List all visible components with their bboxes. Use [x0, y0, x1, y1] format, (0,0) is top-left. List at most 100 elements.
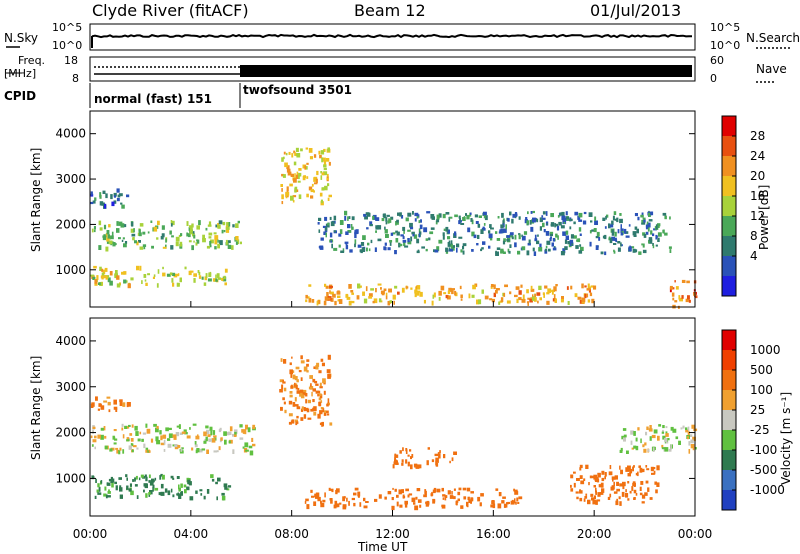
velocity-cell-7 — [672, 428, 677, 433]
velocity-cell-0 — [244, 429, 247, 435]
power-cell-0 — [93, 229, 96, 233]
power-cell-5 — [521, 235, 526, 241]
velocity-cell-6 — [612, 478, 614, 482]
power-cell-4 — [546, 300, 550, 305]
velocity-cell-5 — [392, 464, 395, 469]
power-cell-4 — [365, 286, 368, 292]
velocity-cell-3 — [295, 421, 299, 424]
velocity-cell-4 — [315, 496, 319, 499]
velocity-cell-6 — [650, 466, 654, 472]
power-cell-5 — [488, 233, 493, 239]
velocity-cell-0 — [90, 435, 93, 439]
velocity-cell-6 — [609, 465, 612, 470]
power-cell-0 — [130, 228, 135, 233]
date-title: 01/Jul/2013 — [590, 1, 681, 20]
velocity-cell-6 — [589, 475, 593, 479]
velocity-cell-1 — [110, 479, 114, 483]
power-cell-5 — [354, 243, 356, 248]
power-cell-4 — [455, 292, 458, 297]
velocity-cell-4 — [324, 492, 326, 498]
power-cell-4 — [329, 285, 333, 288]
power-cell-5 — [363, 213, 367, 217]
velocity-cell-6 — [595, 487, 597, 493]
velocity-cell-4 — [353, 502, 356, 507]
velocity-cell-1 — [160, 491, 165, 496]
velocity-cell-0 — [225, 432, 230, 436]
velocity-cell-6 — [599, 492, 604, 495]
power-cell-5 — [333, 247, 338, 251]
power-cell-3 — [316, 170, 319, 176]
power-cell-5 — [458, 220, 461, 225]
velocity-cell-7 — [633, 431, 636, 436]
velocity-cell-4 — [430, 494, 433, 497]
power-cell-3 — [323, 160, 327, 165]
power-cell-5 — [549, 233, 553, 237]
power-cell-5 — [375, 230, 377, 233]
power-cell-5 — [442, 232, 445, 236]
power-cell-5 — [509, 232, 514, 236]
velocity-cell-6 — [632, 481, 636, 485]
power-cell-5 — [613, 211, 617, 215]
power-cell-5 — [403, 241, 406, 247]
velocity-cell-1 — [91, 475, 95, 478]
power-cell-4 — [574, 293, 578, 298]
power-cell-4 — [334, 300, 337, 306]
velocity-cell-4 — [423, 494, 427, 498]
power-cell-5 — [318, 229, 321, 233]
power-cell-5 — [325, 226, 328, 231]
power-cell-5 — [645, 224, 650, 228]
power-cell-0 — [108, 224, 111, 228]
power-cell-5 — [550, 213, 554, 218]
power-cell-5 — [362, 235, 366, 240]
power-cell-1 — [147, 273, 150, 276]
power-cell-0 — [209, 244, 212, 248]
velocity-cell-0 — [234, 429, 238, 434]
power-cell-5 — [377, 238, 382, 242]
velocity-cell-3 — [296, 390, 301, 394]
power-cell-1 — [172, 282, 175, 287]
velocity-cell-4 — [392, 487, 394, 490]
velocity-cell-7 — [692, 436, 696, 442]
power-cell-4 — [414, 289, 418, 293]
velocity-cell-0 — [184, 432, 188, 435]
velocity-ytick-label-1: 3000 — [55, 380, 86, 394]
velocity-cell-5 — [399, 450, 402, 454]
velocity-cell-2 — [107, 401, 111, 406]
velocity-cell-2 — [106, 396, 111, 399]
power-cell-3 — [306, 176, 309, 179]
velocity-cell-7 — [649, 425, 652, 430]
power-cell-5 — [509, 244, 512, 248]
power-cell-5 — [399, 243, 403, 247]
velocity-colorbar-label-6: -500 — [750, 463, 777, 477]
velocity-cell-6 — [627, 498, 630, 501]
power-cell-5 — [471, 249, 474, 252]
power-cell-6 — [681, 295, 684, 299]
power-cell-5 — [500, 224, 504, 229]
velocity-cell-0 — [216, 450, 219, 453]
power-cell-3 — [306, 162, 309, 165]
power-cell-1 — [127, 283, 131, 289]
velocity-cell-0 — [122, 434, 125, 439]
power-cell-0 — [235, 223, 239, 228]
velocity-cell-1 — [145, 476, 148, 482]
power-cell-0 — [231, 245, 234, 250]
velocity-colorbar-label-4: -25 — [750, 423, 770, 437]
velocity-cell-4 — [514, 491, 519, 495]
power-cell-5 — [458, 215, 461, 219]
velocity-cell-3 — [300, 377, 303, 381]
velocity-cell-6 — [616, 481, 619, 486]
power-cell-5 — [483, 213, 486, 219]
power-cell-5 — [630, 246, 635, 249]
velocity-cell-0 — [228, 431, 232, 435]
velocity-cell-3 — [327, 373, 331, 379]
power-cell-2 — [118, 193, 123, 197]
power-cell-0 — [107, 234, 110, 239]
power-cell-5 — [614, 218, 617, 221]
velocity-cell-7 — [675, 436, 679, 440]
power-cell-0 — [118, 221, 123, 226]
velocity-cell-3 — [290, 385, 294, 389]
power-cell-1 — [203, 282, 207, 286]
power-cell-3 — [292, 195, 297, 198]
power-cell-5 — [419, 224, 423, 230]
power-cell-5 — [428, 237, 431, 241]
